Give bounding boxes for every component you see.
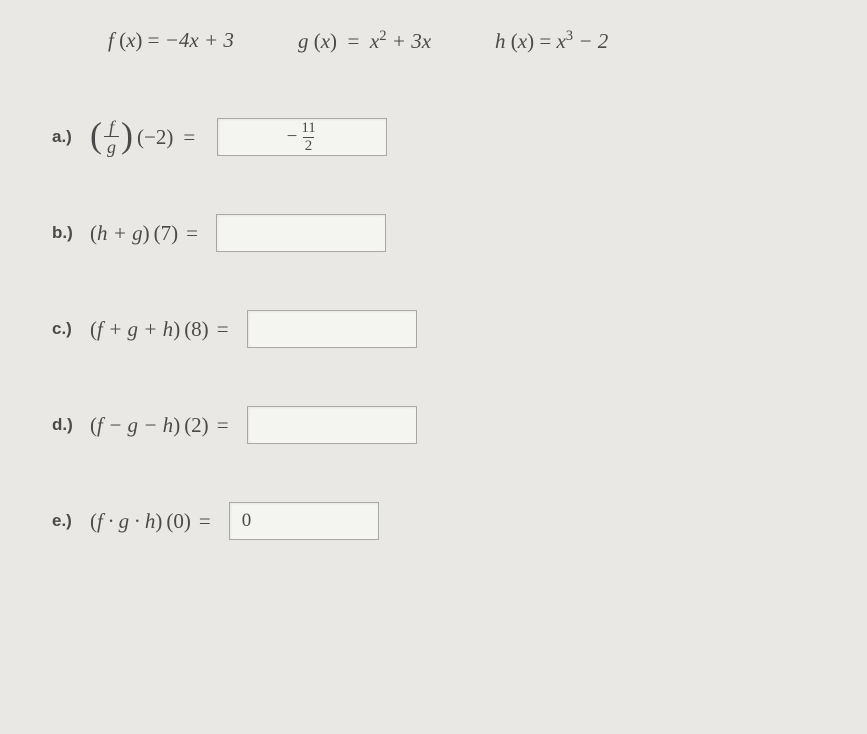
problem-label: e.) xyxy=(52,511,78,531)
answer-box-e[interactable]: 0 xyxy=(229,502,379,540)
fraction-fg: f g xyxy=(104,118,119,156)
function-f: f (x) = −4x + 3 xyxy=(108,28,234,54)
answer-fraction: 11 2 xyxy=(299,121,317,154)
answer-box-b[interactable] xyxy=(216,214,386,252)
problem-d: d.) (f − g − h) (2) = xyxy=(52,406,823,444)
problem-e: e.) (f · g · h) (0) = 0 xyxy=(52,502,823,540)
problem-b: b.) (h + g) (7) = xyxy=(52,214,823,252)
function-h: h (x) = x3 − 2 xyxy=(495,28,608,54)
problem-label: d.) xyxy=(52,415,78,435)
function-definitions: f (x) = −4x + 3 g (x) = x2 + 3x h (x) = … xyxy=(52,28,823,54)
answer-box-a[interactable]: − 11 2 xyxy=(217,118,387,156)
function-g: g (x) = x2 + 3x xyxy=(298,28,431,54)
problem-b-expression: (h + g) (7) = xyxy=(90,221,204,246)
problem-a-expression: ( f g ) (−2) = xyxy=(90,118,205,156)
answer-box-c[interactable] xyxy=(247,310,417,348)
problem-label: a.) xyxy=(52,127,78,147)
problem-label: c.) xyxy=(52,319,78,339)
problem-c: c.) (f + g + h) (8) = xyxy=(52,310,823,348)
problem-e-expression: (f · g · h) (0) = xyxy=(90,509,217,534)
answer-box-d[interactable] xyxy=(247,406,417,444)
problem-a: a.) ( f g ) (−2) = − 11 2 xyxy=(52,118,823,156)
problem-c-expression: (f + g + h) (8) = xyxy=(90,317,235,342)
problem-d-expression: (f − g − h) (2) = xyxy=(90,413,235,438)
problem-label: b.) xyxy=(52,223,78,243)
